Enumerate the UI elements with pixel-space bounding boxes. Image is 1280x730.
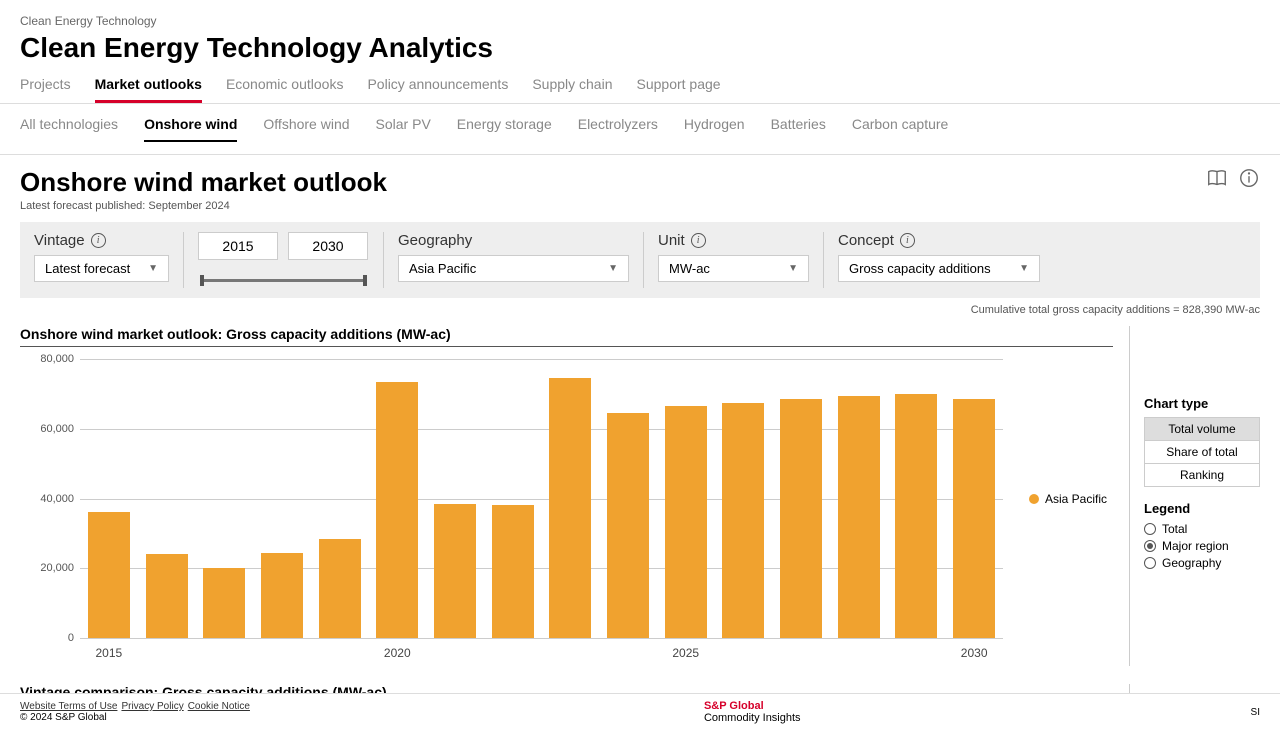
bar[interactable] — [261, 553, 303, 638]
vintage-select[interactable]: Latest forecast▼ — [34, 255, 169, 282]
cumulative-text: Cumulative total gross capacity addition… — [20, 304, 1260, 316]
bar[interactable] — [146, 554, 188, 638]
y-tick-label: 40,000 — [22, 493, 74, 505]
bar[interactable] — [665, 406, 707, 638]
bar[interactable] — [838, 396, 880, 638]
bar-chart: Asia Pacific 0 20,000 40,000 60,000 80,000 20… — [20, 346, 1113, 666]
info-icon[interactable]: i — [91, 233, 106, 248]
nav1-tab[interactable]: Projects — [20, 76, 71, 103]
bar[interactable] — [549, 378, 591, 638]
bar[interactable] — [722, 403, 764, 638]
section-title: Onshore wind market outlook — [20, 167, 387, 198]
x-tick-label: 2030 — [961, 646, 988, 660]
info-icon[interactable] — [1238, 167, 1260, 189]
legend-radio[interactable]: Total — [1144, 522, 1260, 536]
nav2-tab[interactable]: Hydrogen — [684, 116, 745, 142]
nav1-tab[interactable]: Supply chain — [532, 76, 612, 103]
y-tick-label: 60,000 — [22, 423, 74, 435]
bar[interactable] — [376, 382, 418, 638]
nav2-tab[interactable]: All technologies — [20, 116, 118, 142]
chevron-down-icon: ▼ — [788, 263, 798, 274]
y-tick-label: 0 — [22, 632, 74, 644]
bar[interactable] — [895, 394, 937, 638]
bar[interactable] — [780, 399, 822, 638]
book-icon[interactable] — [1206, 167, 1228, 189]
legend-label: Legend — [1144, 501, 1260, 516]
year-to-input[interactable]: 2030 — [288, 232, 368, 260]
filter-bar: Vintage i Latest forecast▼ 2015 2030 Geog… — [20, 222, 1260, 298]
x-tick-label: 2015 — [95, 646, 122, 660]
footer-right[interactable]: SI — [1251, 707, 1260, 718]
chart-type-option[interactable]: Total volume — [1145, 418, 1259, 441]
nav2-tab[interactable]: Energy storage — [457, 116, 552, 142]
chart-type-label: Chart type — [1144, 396, 1260, 411]
footer-link[interactable]: Privacy Policy — [121, 701, 183, 712]
year-slider[interactable] — [198, 272, 369, 288]
x-tick-label: 2020 — [384, 646, 411, 660]
geography-label: Geography — [398, 232, 629, 249]
footer: Website Terms of Use Privacy Policy Cookie… — [0, 693, 1280, 730]
nav-secondary: All technologies Onshore wind Offshore win… — [0, 104, 1280, 155]
bar[interactable] — [953, 399, 995, 638]
chart-title: Onshore wind market outlook: Gross capac… — [20, 326, 1113, 342]
nav1-tab[interactable]: Support page — [637, 76, 721, 103]
chevron-down-icon: ▼ — [608, 263, 618, 274]
chart-type-option[interactable]: Ranking — [1145, 464, 1259, 486]
concept-select[interactable]: Gross capacity additions▼ — [838, 255, 1040, 282]
chart-legend-inline: Asia Pacific — [1029, 492, 1107, 506]
copyright: © 2024 S&P Global — [20, 712, 254, 723]
concept-label: Concept — [838, 232, 894, 249]
nav-primary: Projects Market outlooks Economic outlooks… — [0, 64, 1280, 104]
nav1-tab[interactable]: Policy announcements — [367, 76, 508, 103]
bar[interactable] — [434, 504, 476, 638]
breadcrumb[interactable]: Clean Energy Technology — [20, 14, 1260, 28]
footer-brand: S&P GlobalCommodity Insights — [704, 700, 801, 724]
chevron-down-icon: ▼ — [1019, 263, 1029, 274]
nav1-tab[interactable]: Market outlooks — [95, 76, 202, 103]
y-tick-label: 80,000 — [22, 353, 74, 365]
bar[interactable] — [203, 568, 245, 638]
vintage-label: Vintage — [34, 232, 85, 249]
chevron-down-icon: ▼ — [148, 263, 158, 274]
chart-type-option[interactable]: Share of total — [1145, 441, 1259, 464]
bar[interactable] — [88, 512, 130, 638]
geography-select[interactable]: Asia Pacific▼ — [398, 255, 629, 282]
nav2-tab[interactable]: Onshore wind — [144, 116, 237, 142]
legend-radio[interactable]: Geography — [1144, 556, 1260, 570]
nav1-tab[interactable]: Economic outlooks — [226, 76, 344, 103]
bar[interactable] — [319, 539, 361, 638]
nav2-tab[interactable]: Batteries — [771, 116, 826, 142]
info-icon[interactable]: i — [900, 233, 915, 248]
unit-label: Unit — [658, 232, 685, 249]
x-tick-label: 2025 — [672, 646, 699, 660]
bar[interactable] — [607, 413, 649, 638]
legend-radio[interactable]: Major region — [1144, 539, 1260, 553]
chart-type-group: Total volumeShare of totalRanking — [1144, 417, 1260, 487]
footer-link[interactable]: Website Terms of Use — [20, 701, 117, 712]
info-icon[interactable]: i — [691, 233, 706, 248]
bar[interactable] — [492, 505, 534, 638]
footer-link[interactable]: Cookie Notice — [188, 701, 250, 712]
nav2-tab[interactable]: Solar PV — [376, 116, 431, 142]
forecast-subtitle: Latest forecast published: September 202… — [20, 200, 387, 212]
page-title: Clean Energy Technology Analytics — [20, 32, 1260, 64]
nav2-tab[interactable]: Carbon capture — [852, 116, 949, 142]
year-from-input[interactable]: 2015 — [198, 232, 278, 260]
y-tick-label: 20,000 — [22, 562, 74, 574]
nav2-tab[interactable]: Electrolyzers — [578, 116, 658, 142]
nav2-tab[interactable]: Offshore wind — [263, 116, 349, 142]
unit-select[interactable]: MW-ac▼ — [658, 255, 809, 282]
